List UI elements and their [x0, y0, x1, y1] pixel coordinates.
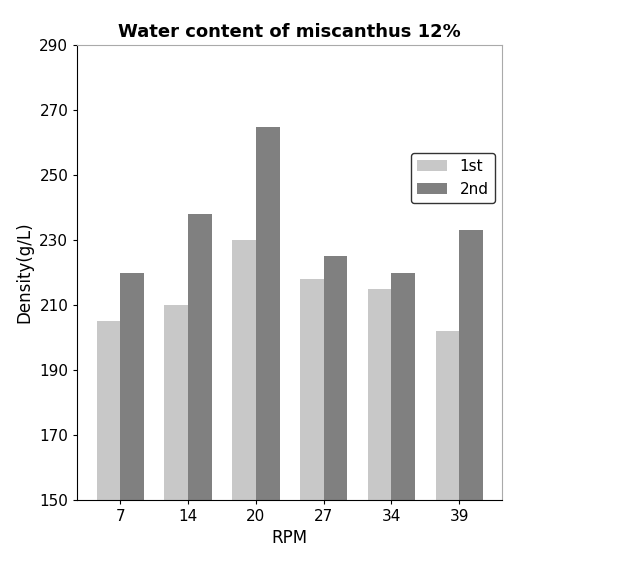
X-axis label: RPM: RPM — [272, 529, 308, 548]
Bar — [256, 127, 279, 500]
Bar — [120, 273, 144, 500]
Bar — [164, 305, 188, 500]
Y-axis label: Density(g/L): Density(g/L) — [15, 222, 33, 323]
Legend: 1st, 2nd: 1st, 2nd — [411, 153, 495, 203]
Bar — [368, 289, 392, 500]
Bar — [392, 273, 415, 500]
Bar — [435, 331, 459, 500]
Bar — [300, 279, 324, 500]
Bar — [188, 214, 212, 500]
Bar — [324, 256, 347, 500]
Title: Water content of miscanthus 12%: Water content of miscanthus 12% — [118, 23, 461, 41]
Bar — [97, 321, 120, 500]
Bar — [459, 231, 483, 500]
Bar — [232, 240, 256, 500]
